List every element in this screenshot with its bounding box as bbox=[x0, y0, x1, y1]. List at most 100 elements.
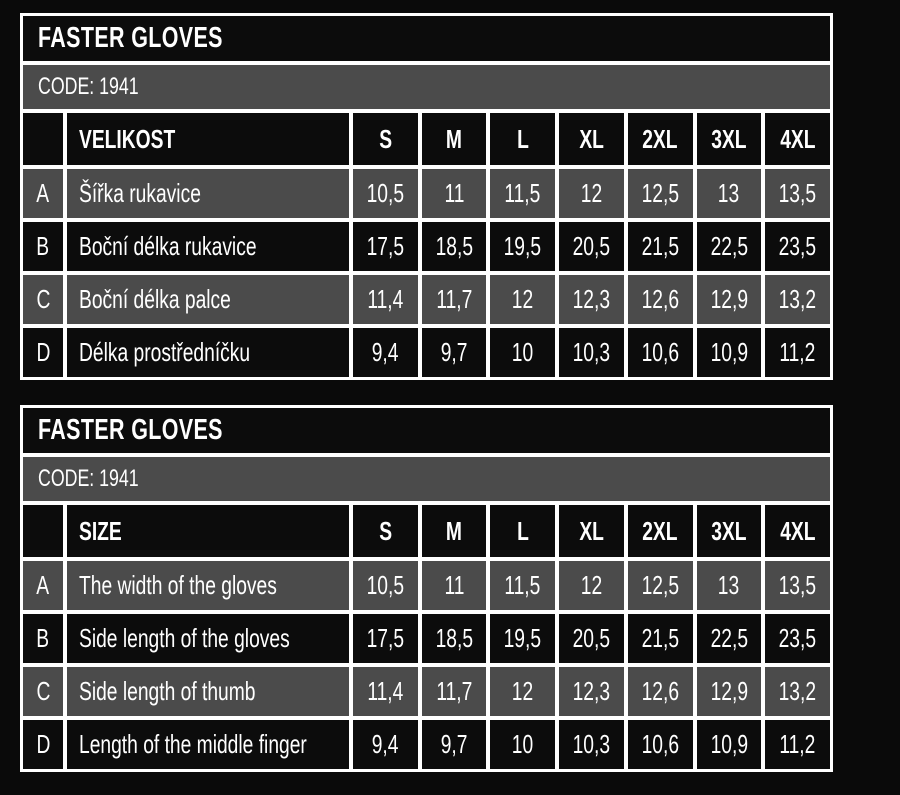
product-code-row: CODE: 1941 bbox=[23, 65, 830, 109]
value-cell: 10,5 bbox=[353, 561, 418, 610]
value-cell: 10,6 bbox=[627, 328, 693, 377]
size-column-header-m: M bbox=[421, 113, 487, 165]
size-column-header-3xl: 3XL bbox=[696, 505, 762, 557]
value-cell: 10,9 bbox=[696, 328, 762, 377]
row-letter-cell: C bbox=[23, 275, 63, 324]
chart-title: FASTER GLOVES bbox=[38, 22, 223, 54]
value-cell: 12,9 bbox=[696, 275, 762, 324]
chart-title-row: FASTER GLOVES bbox=[23, 408, 830, 453]
value-cell: 22,5 bbox=[696, 222, 762, 271]
size-column-header-s: S bbox=[353, 505, 418, 557]
size-column-header-4xl: 4XL bbox=[765, 113, 830, 165]
size-column-header-3xl: 3XL bbox=[696, 113, 762, 165]
size-column-header-xl: XL bbox=[559, 113, 624, 165]
value-cell: 9,4 bbox=[353, 328, 418, 377]
value-cell: 12,6 bbox=[627, 667, 693, 716]
size-chart-panel-czech: FASTER GLOVES CODE: 1941 VELIKOST S M L … bbox=[20, 13, 833, 380]
chart-title: FASTER GLOVES bbox=[38, 414, 223, 446]
value-cell: 23,5 bbox=[765, 222, 830, 271]
row-label-cell: Boční délka rukavice bbox=[67, 222, 349, 271]
value-cell: 12,5 bbox=[627, 169, 693, 218]
size-header-label: VELIKOST bbox=[79, 123, 176, 154]
value-cell: 13,2 bbox=[765, 275, 830, 324]
row-label-cell: Length of the middle finger bbox=[67, 720, 349, 769]
row-label-cell: Šířka rukavice bbox=[67, 169, 349, 218]
value-cell: 11,5 bbox=[490, 561, 556, 610]
size-table: VELIKOST S M L XL 2XL 3XL 4XL A Šířka ru… bbox=[23, 113, 830, 377]
value-cell: 10 bbox=[490, 328, 556, 377]
corner-cell bbox=[23, 113, 63, 165]
size-column-header-s: S bbox=[353, 113, 418, 165]
row-letter-cell: D bbox=[23, 328, 63, 377]
size-header-cell: SIZE bbox=[67, 505, 349, 557]
value-cell: 11,4 bbox=[353, 667, 418, 716]
value-cell: 11,4 bbox=[353, 275, 418, 324]
value-cell: 20,5 bbox=[559, 222, 624, 271]
product-code: CODE: 1941 bbox=[38, 465, 139, 492]
value-cell: 10,3 bbox=[559, 328, 624, 377]
value-cell: 12,6 bbox=[627, 275, 693, 324]
value-cell: 9,7 bbox=[421, 328, 487, 377]
value-cell: 12,3 bbox=[559, 667, 624, 716]
value-cell: 13 bbox=[696, 169, 762, 218]
value-cell: 10,9 bbox=[696, 720, 762, 769]
corner-cell bbox=[23, 505, 63, 557]
size-header-cell: VELIKOST bbox=[67, 113, 349, 165]
value-cell: 11,5 bbox=[490, 169, 556, 218]
row-letter-cell: D bbox=[23, 720, 63, 769]
product-code-row: CODE: 1941 bbox=[23, 457, 830, 501]
value-cell: 17,5 bbox=[353, 222, 418, 271]
value-cell: 11,7 bbox=[421, 275, 487, 324]
value-cell: 22,5 bbox=[696, 614, 762, 663]
value-cell: 12 bbox=[490, 667, 556, 716]
value-cell: 13,5 bbox=[765, 169, 830, 218]
size-header-label: SIZE bbox=[79, 515, 122, 546]
value-cell: 12 bbox=[559, 561, 624, 610]
size-column-header-2xl: 2XL bbox=[627, 113, 693, 165]
value-cell: 9,7 bbox=[421, 720, 487, 769]
value-cell: 17,5 bbox=[353, 614, 418, 663]
value-cell: 13,5 bbox=[765, 561, 830, 610]
value-cell: 19,5 bbox=[490, 222, 556, 271]
value-cell: 10,5 bbox=[353, 169, 418, 218]
size-column-header-l: L bbox=[490, 113, 556, 165]
value-cell: 12,3 bbox=[559, 275, 624, 324]
value-cell: 11,2 bbox=[765, 328, 830, 377]
value-cell: 13 bbox=[696, 561, 762, 610]
size-chart-panel-english: FASTER GLOVES CODE: 1941 SIZE S M L XL 2… bbox=[20, 405, 833, 772]
row-label-cell: Side length of the gloves bbox=[67, 614, 349, 663]
row-letter-cell: B bbox=[23, 614, 63, 663]
size-column-header-l: L bbox=[490, 505, 556, 557]
size-column-header-xl: XL bbox=[559, 505, 624, 557]
row-letter-cell: A bbox=[23, 561, 63, 610]
row-label-cell: Side length of thumb bbox=[67, 667, 349, 716]
row-label-cell: Boční délka palce bbox=[67, 275, 349, 324]
size-column-header-4xl: 4XL bbox=[765, 505, 830, 557]
value-cell: 11 bbox=[421, 561, 487, 610]
value-cell: 12,9 bbox=[696, 667, 762, 716]
value-cell: 23,5 bbox=[765, 614, 830, 663]
value-cell: 12 bbox=[490, 275, 556, 324]
value-cell: 11 bbox=[421, 169, 487, 218]
size-column-header-2xl: 2XL bbox=[627, 505, 693, 557]
value-cell: 18,5 bbox=[421, 614, 487, 663]
row-letter-cell: B bbox=[23, 222, 63, 271]
value-cell: 12 bbox=[559, 169, 624, 218]
row-letter-cell: C bbox=[23, 667, 63, 716]
value-cell: 21,5 bbox=[627, 222, 693, 271]
size-table: SIZE S M L XL 2XL 3XL 4XL A The width of… bbox=[23, 505, 830, 769]
value-cell: 9,4 bbox=[353, 720, 418, 769]
value-cell: 21,5 bbox=[627, 614, 693, 663]
value-cell: 11,7 bbox=[421, 667, 487, 716]
value-cell: 10,6 bbox=[627, 720, 693, 769]
value-cell: 10,3 bbox=[559, 720, 624, 769]
row-label-cell: The width of the gloves bbox=[67, 561, 349, 610]
value-cell: 13,2 bbox=[765, 667, 830, 716]
value-cell: 20,5 bbox=[559, 614, 624, 663]
chart-title-row: FASTER GLOVES bbox=[23, 16, 830, 61]
product-code: CODE: 1941 bbox=[38, 73, 139, 100]
row-letter-cell: A bbox=[23, 169, 63, 218]
value-cell: 10 bbox=[490, 720, 556, 769]
value-cell: 19,5 bbox=[490, 614, 556, 663]
size-column-header-m: M bbox=[421, 505, 487, 557]
